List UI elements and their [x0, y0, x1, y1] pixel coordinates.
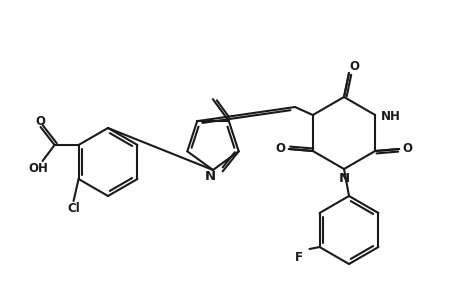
- Text: O: O: [35, 115, 45, 128]
- Text: NH: NH: [381, 110, 400, 124]
- Text: O: O: [275, 142, 285, 155]
- Text: F: F: [294, 251, 302, 265]
- Text: N: N: [338, 172, 349, 184]
- Text: O: O: [401, 142, 411, 155]
- Text: OH: OH: [28, 161, 48, 175]
- Text: Cl: Cl: [67, 202, 80, 215]
- Text: N: N: [204, 170, 215, 184]
- Text: O: O: [348, 59, 358, 73]
